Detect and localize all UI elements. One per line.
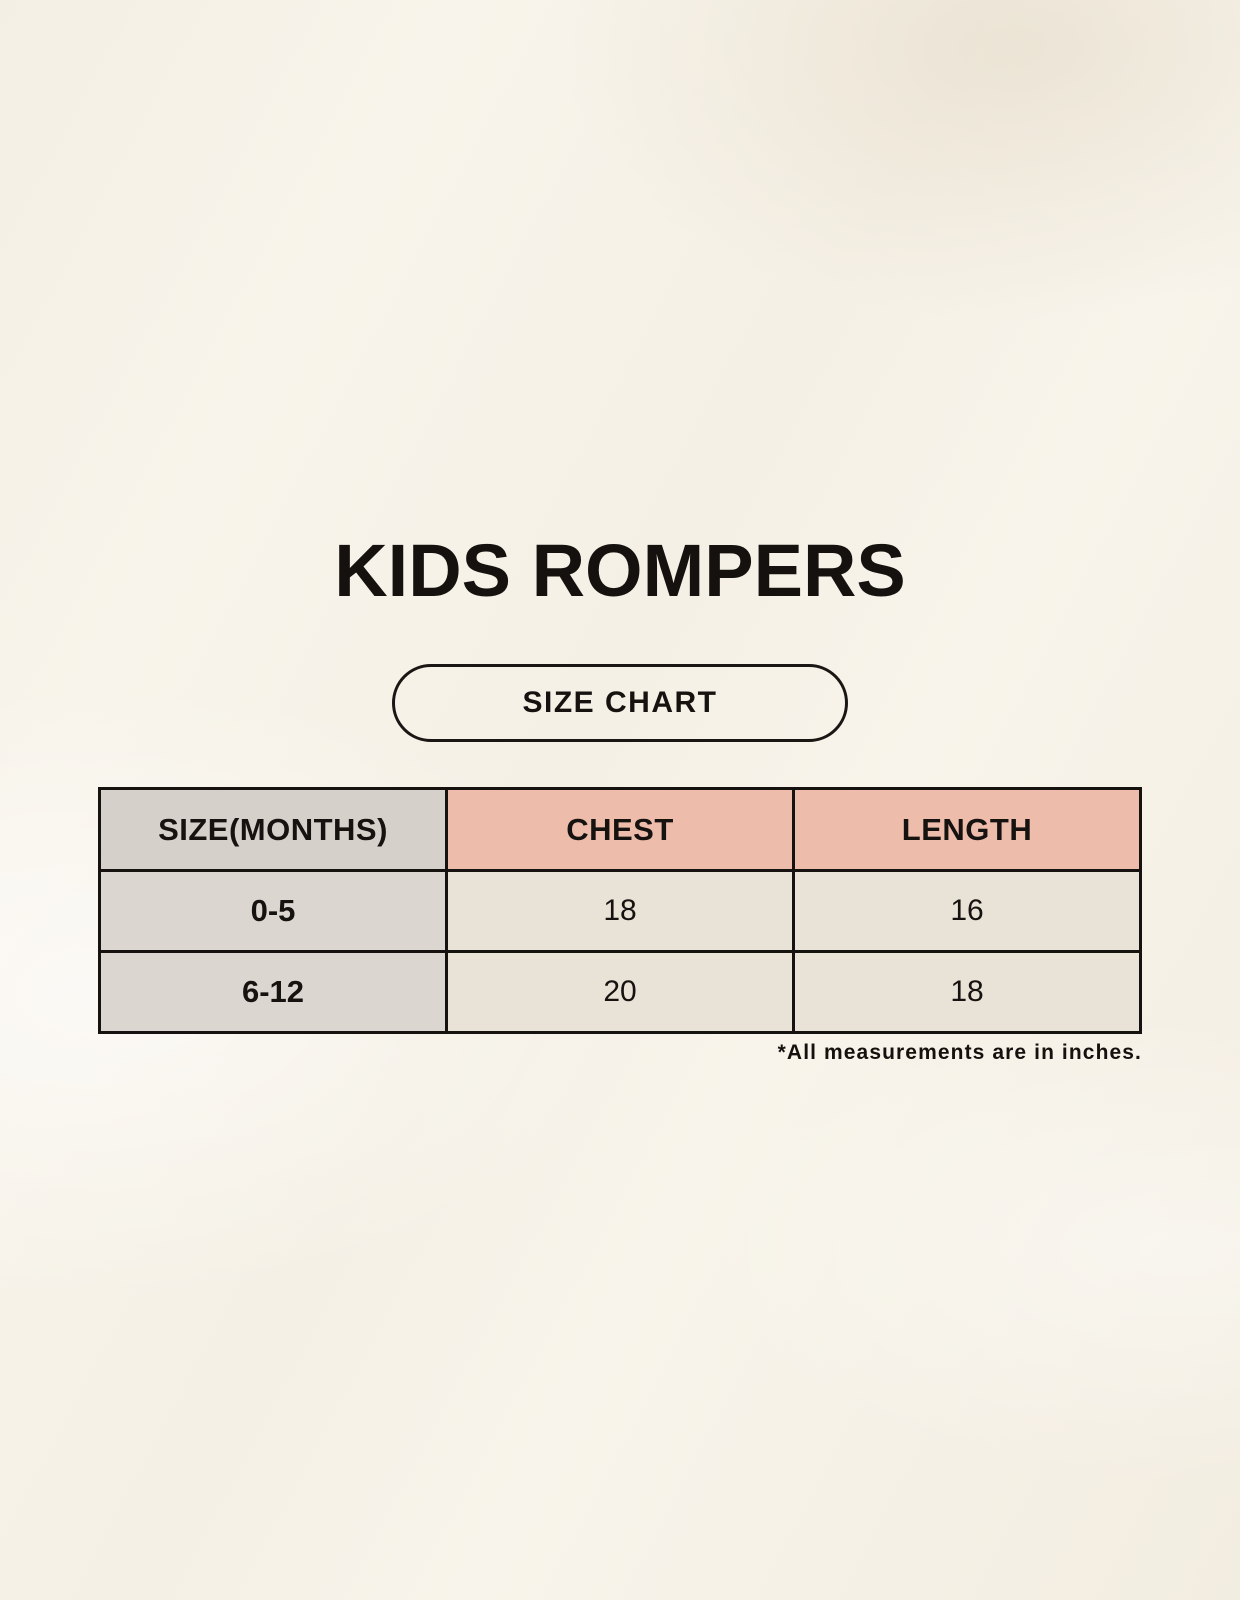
- size-chart-button[interactable]: SIZE CHART: [392, 664, 848, 742]
- table-row: 6-12 20 18: [98, 950, 1142, 1034]
- length-cell: 16: [792, 869, 1142, 953]
- length-cell: 18: [792, 950, 1142, 1034]
- chest-cell: 20: [445, 950, 795, 1034]
- page-title: KIDS ROMPERS: [334, 529, 906, 612]
- table-row: 0-5 18 16: [98, 869, 1142, 953]
- header-length: LENGTH: [792, 787, 1142, 872]
- size-cell: 0-5: [98, 869, 448, 953]
- size-cell: 6-12: [98, 950, 448, 1034]
- size-chart-button-label: SIZE CHART: [522, 686, 718, 719]
- size-chart-table: SIZE(MONTHS) CHEST LENGTH 0-5 18 16 6-12…: [98, 787, 1142, 1034]
- measurement-footnote: *All measurements are in inches.: [777, 1041, 1142, 1064]
- chest-cell: 18: [445, 869, 795, 953]
- table-header-row: SIZE(MONTHS) CHEST LENGTH: [98, 787, 1142, 872]
- header-chest: CHEST: [445, 787, 795, 872]
- header-size-months: SIZE(MONTHS): [98, 787, 448, 872]
